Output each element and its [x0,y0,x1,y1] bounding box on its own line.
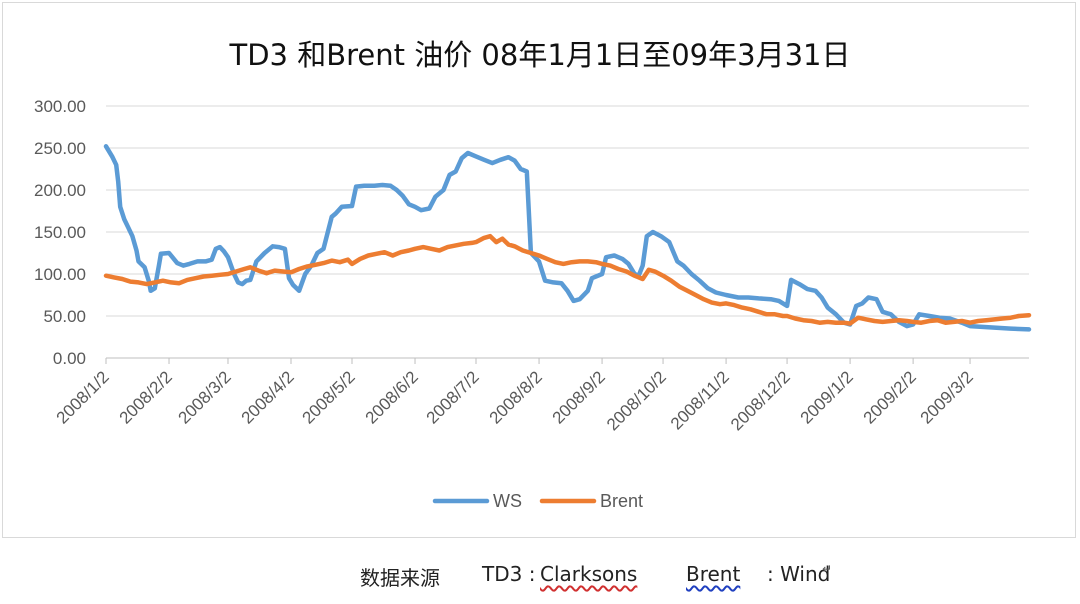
caption-brent-label: Brent [686,562,741,586]
x-tick-label: 2008/3/2 [175,367,235,427]
data-source-caption: 数据来源 TD3 : Clarksons Brent : Wind ↵ [0,562,1080,596]
caption-td3-label: TD3 : [482,562,536,586]
y-tick-label: 250.00 [34,139,86,158]
x-tick-label: 2008/4/2 [238,367,298,427]
series-line-ws [103,144,1032,332]
caption-td3-source: Clarksons [540,562,638,586]
y-tick-label: 50.00 [43,307,86,326]
gridlines [106,105,1029,359]
y-tick-label: 0.00 [53,349,86,368]
x-tick-label: 2009/2/2 [860,367,920,427]
x-tick-label: 2008/1/2 [53,367,113,427]
chart-area: TD3 和Brent 油价 08年1月1日至09年3月31日 0.00 50.00… [2,2,1076,538]
line-chart: TD3 和Brent 油价 08年1月1日至09年3月31日 0.00 50.00… [34,38,1032,511]
x-tick-label: 2008/7/2 [423,367,483,427]
series-line-brent [103,233,1032,326]
x-tick-label: 2008/10/2 [603,367,670,434]
y-tick-label: 200.00 [34,181,86,200]
caption-brent-source: : Wind [767,562,831,586]
y-tick-label: 150.00 [34,223,86,242]
y-axis: 0.00 50.00 100.00 150.00 200.00 250.00 300.00 [34,97,86,368]
x-tick-label: 2009/3/2 [917,367,977,427]
x-tick-label: 2008/8/2 [486,367,546,427]
y-tick-label: 100.00 [34,265,86,284]
caption-source-label: 数据来源 [360,566,440,590]
legend-label-ws: WS [493,491,522,511]
legend: WS Brent [432,491,643,511]
legend-label-brent: Brent [600,491,643,511]
x-tick-label: 2008/6/2 [362,367,422,427]
x-tick-label: 2008/9/2 [549,367,609,427]
series-lines [103,144,1032,332]
x-tick-label: 2008/12/2 [727,367,794,434]
x-tick-label: 2008/5/2 [299,367,359,427]
chart-title: TD3 和Brent 油价 08年1月1日至09年3月31日 [229,38,851,72]
x-tick-label: 2009/1/2 [797,367,857,427]
x-tick-label: 2008/11/2 [667,367,733,433]
x-tick-label: 2008/2/2 [116,367,176,427]
paragraph-mark: ↵ [822,562,833,576]
y-tick-label: 300.00 [34,97,86,116]
